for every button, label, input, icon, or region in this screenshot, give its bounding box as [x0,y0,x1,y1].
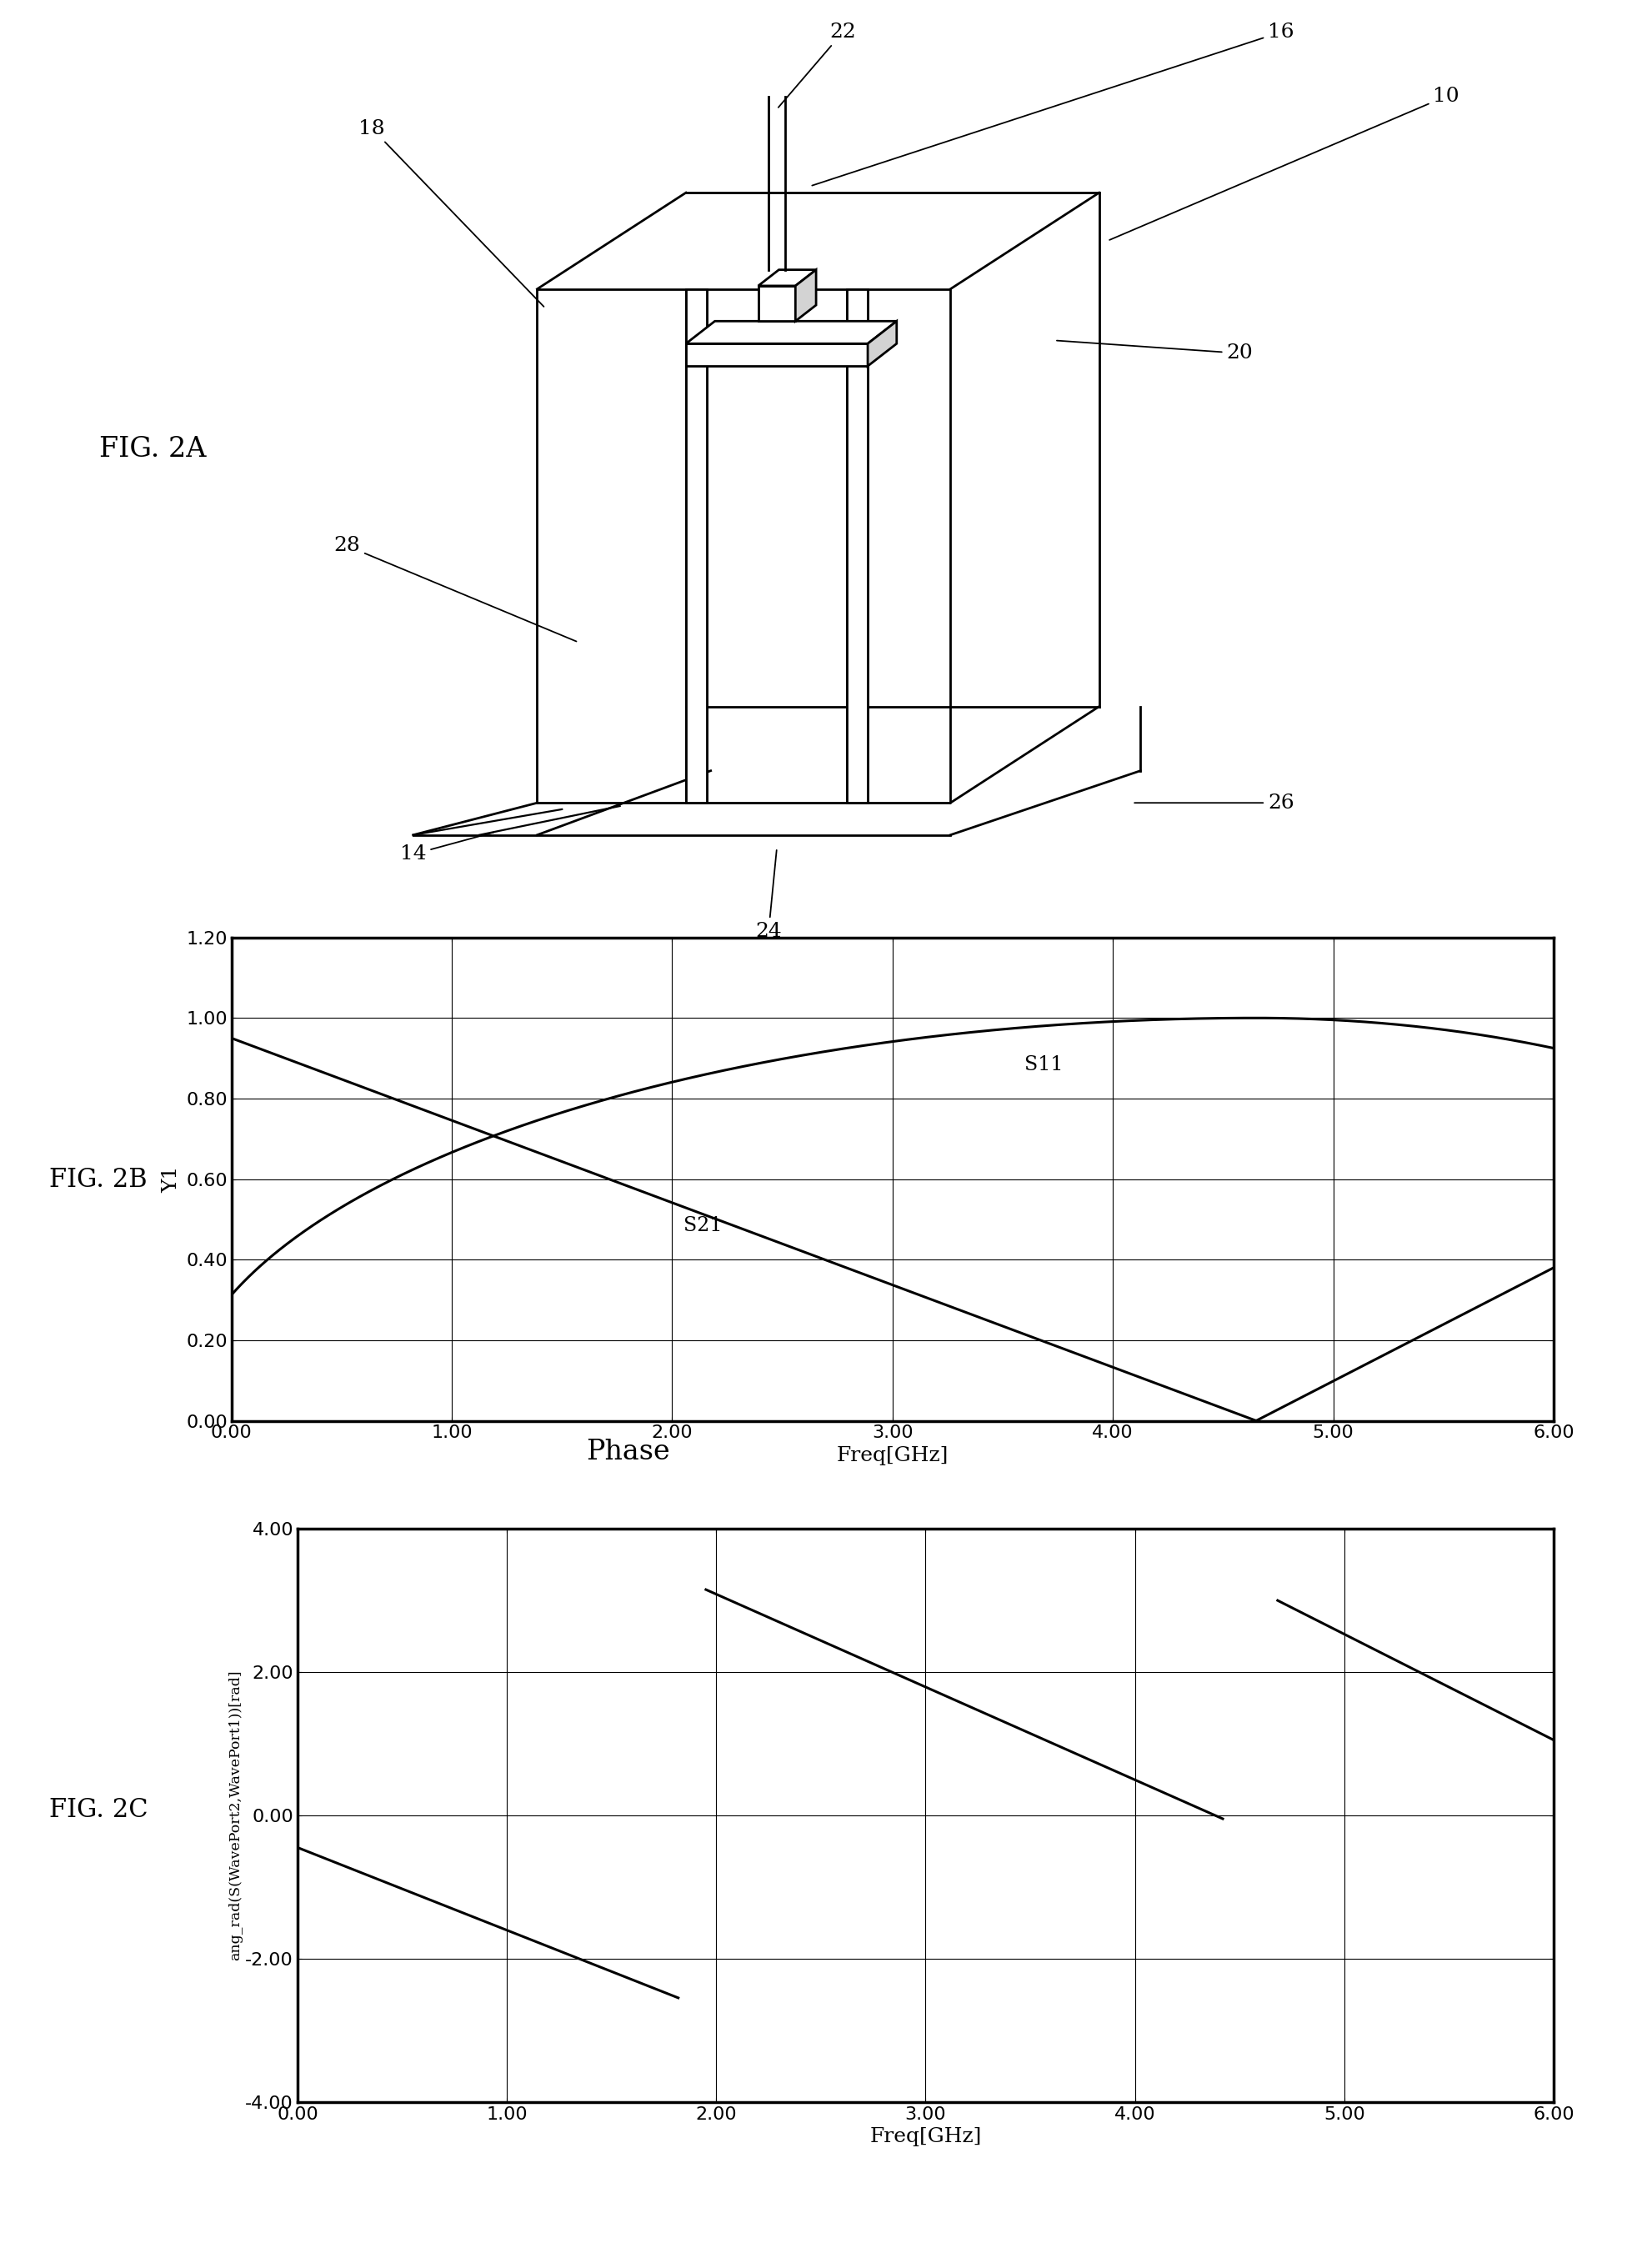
Text: S21: S21 [682,1216,722,1236]
Polygon shape [686,344,867,366]
Polygon shape [846,290,867,803]
X-axis label: Freq[GHz]: Freq[GHz] [869,2127,981,2147]
Text: FIG. 2A: FIG. 2A [99,436,206,463]
Text: 24: 24 [755,850,781,942]
Polygon shape [686,321,895,344]
Text: Magnitude: Magnitude [750,976,902,1003]
Text: S11: S11 [1024,1054,1062,1075]
Text: 22: 22 [778,22,856,108]
Text: 14: 14 [400,832,494,863]
Text: 10: 10 [1108,88,1459,241]
Text: 28: 28 [334,537,577,641]
Text: Phase: Phase [586,1439,669,1466]
Polygon shape [867,321,895,366]
Text: 16: 16 [811,22,1294,187]
Polygon shape [758,270,816,285]
Text: FIG. 2C: FIG. 2C [50,1796,149,1823]
Text: FIG. 2B: FIG. 2B [50,1167,147,1194]
X-axis label: Freq[GHz]: Freq[GHz] [836,1445,948,1466]
Polygon shape [686,290,707,803]
Y-axis label: ang_rad(S(WavePort2,WavePort1))[rad]: ang_rad(S(WavePort2,WavePort1))[rad] [228,1670,243,1960]
Polygon shape [795,270,816,321]
Text: 18: 18 [358,119,544,306]
Y-axis label: Y1: Y1 [162,1167,182,1191]
Text: 20: 20 [1056,339,1252,362]
Polygon shape [758,285,795,321]
Text: 26: 26 [1133,794,1294,812]
